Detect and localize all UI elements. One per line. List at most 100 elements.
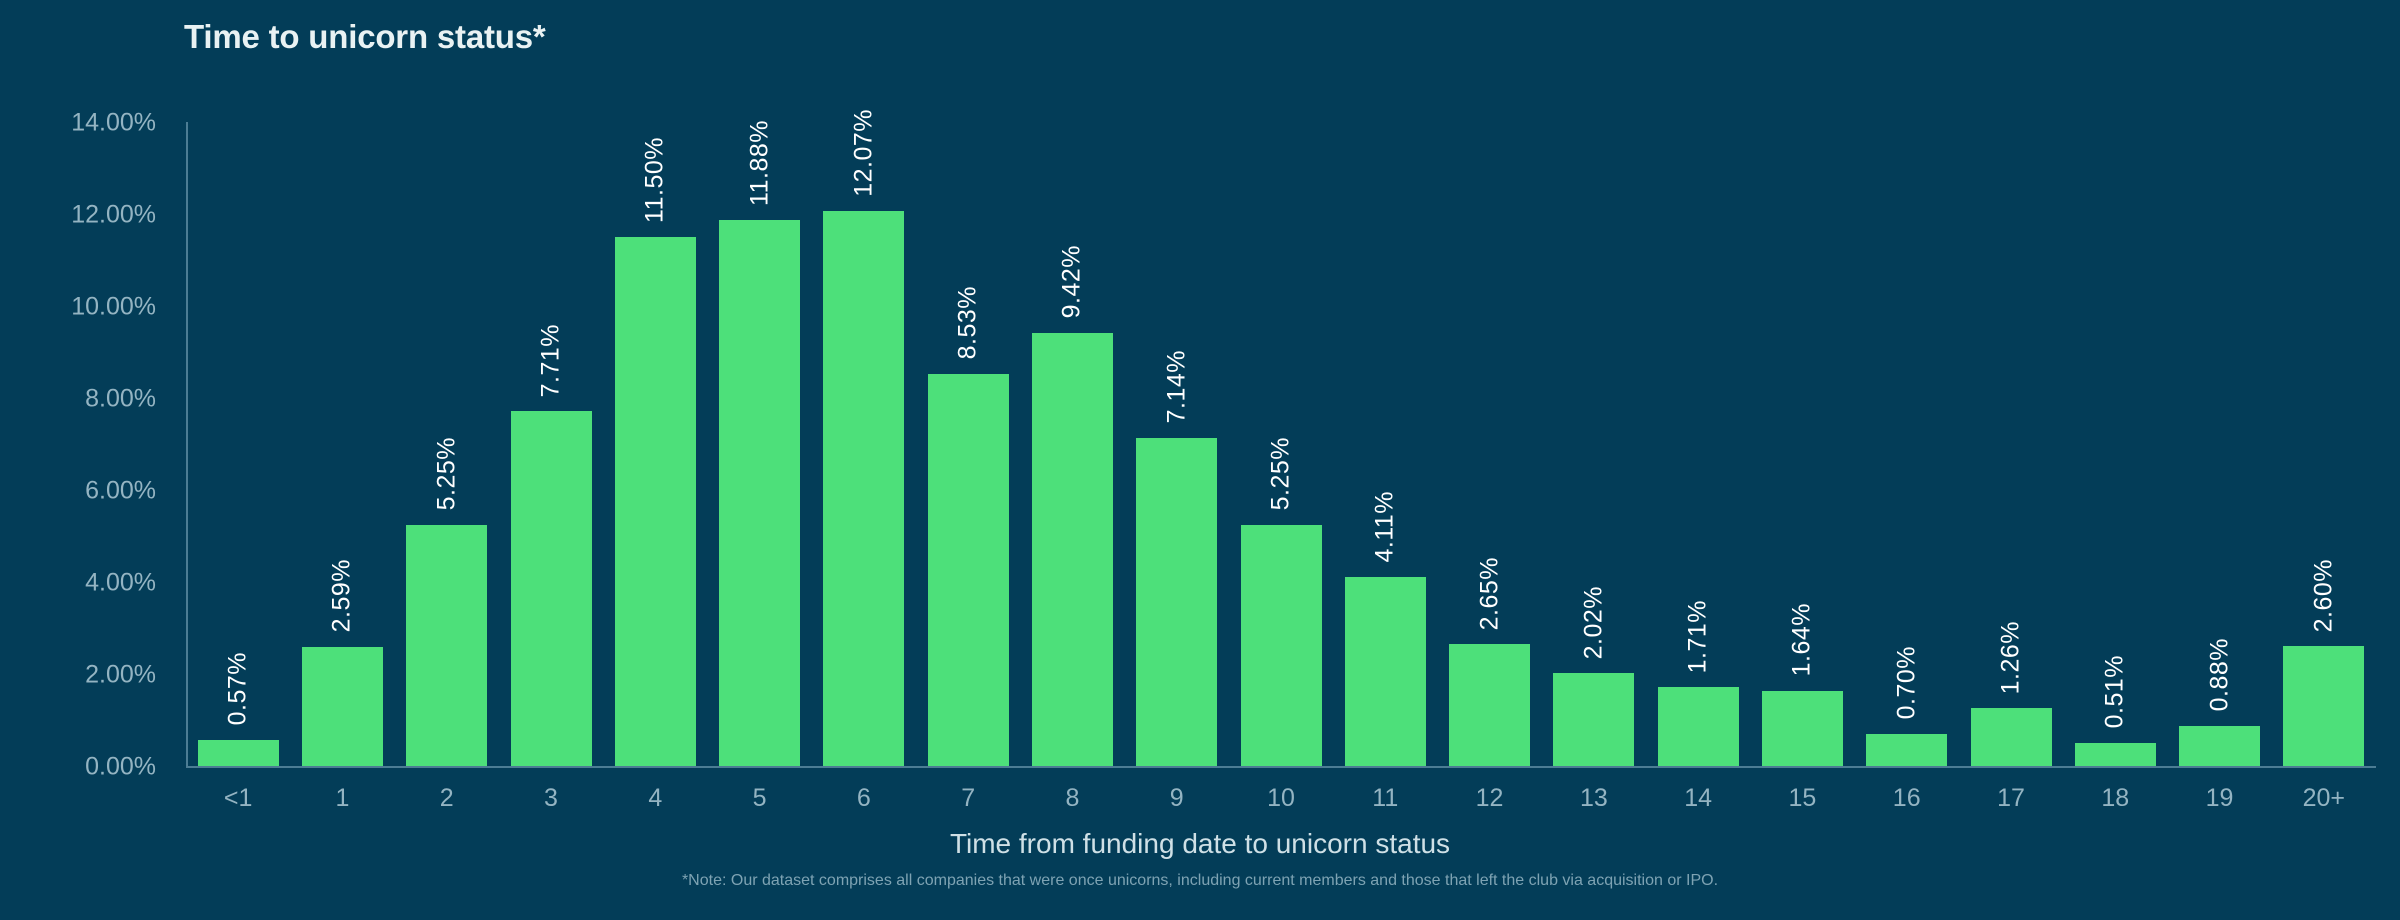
bar-value-label: 2.65%: [1475, 556, 1504, 631]
bar[interactable]: [1449, 644, 1531, 766]
y-axis-tick-label: 10.00%: [71, 292, 156, 321]
bar-group: 0.70%: [1866, 122, 1948, 766]
bar-group: 11.88%: [719, 119, 801, 766]
bar-value-label: 1.26%: [1996, 620, 2025, 695]
bar[interactable]: [1553, 673, 1635, 766]
x-axis-tick-label: 17: [1997, 784, 2025, 812]
bar-group: 1.26%: [1970, 122, 2052, 766]
bar-group: 2.02%: [1553, 122, 1635, 766]
x-axis-tick-label: <1: [223, 784, 253, 812]
bar-group: 1.64%: [1761, 122, 1843, 766]
x-axis-tick-label: 4: [648, 784, 663, 812]
bar[interactable]: [1240, 524, 1322, 766]
footnote: *Note: Our dataset comprises all compani…: [681, 872, 1719, 889]
bar-group: 2.59%: [301, 122, 383, 766]
bar-value-label: 9.42%: [1057, 245, 1086, 319]
bar[interactable]: [510, 411, 592, 766]
x-axis-tick-label: 3: [544, 784, 558, 812]
bar-value-label: 5.25%: [1266, 437, 1295, 511]
plot-area: 0.57% 2.59% 5.25% 7.71% 11.50% 11.88% 12.07% 8.…: [186, 109, 2376, 766]
bar-group: 0.51%: [2074, 122, 2156, 766]
x-axis-tick-label: 13: [1579, 784, 1608, 812]
bar[interactable]: [1344, 576, 1426, 766]
y-axis-line: [186, 122, 188, 767]
bar[interactable]: [1657, 687, 1739, 766]
bar-value-label: 7.14%: [1162, 350, 1191, 424]
bar[interactable]: [2283, 646, 2365, 766]
bar[interactable]: [197, 739, 279, 766]
x-axis-tick-label: 2: [439, 784, 454, 812]
x-axis-line: [186, 766, 2376, 768]
x-axis-tick-label: 12: [1475, 784, 1504, 812]
bar-group: 1.71%: [1657, 122, 1739, 766]
x-axis-tick-label: 15: [1788, 784, 1817, 812]
bar[interactable]: [1866, 733, 1948, 766]
bar[interactable]: [1136, 437, 1218, 766]
bar-value-label: 2.60%: [2309, 559, 2338, 633]
bar[interactable]: [614, 237, 696, 766]
x-axis-tick-label: 6: [856, 784, 871, 812]
bar-group: 5.25%: [406, 122, 488, 766]
bar-group: 9.42%: [1031, 122, 1113, 766]
x-axis-tick-label: 18: [2101, 784, 2130, 812]
bar[interactable]: [2074, 742, 2156, 766]
x-axis-tick-label: 10: [1267, 784, 1295, 812]
x-axis-tick-label: 7: [961, 784, 976, 812]
bar-group: 11.50%: [614, 122, 696, 766]
bar[interactable]: [1970, 708, 2052, 766]
bar-group: 8.53%: [927, 122, 1009, 766]
bar-group: 12.07%: [823, 109, 905, 766]
x-axis-tick-label: 16: [1892, 784, 1921, 812]
bar-group: 0.88%: [2179, 122, 2261, 766]
bar-group: 2.65%: [1449, 122, 1531, 766]
bar-value-label: 0.51%: [2100, 655, 2129, 729]
y-axis-tick-label: 14.00%: [71, 108, 156, 137]
bar[interactable]: [2179, 725, 2261, 766]
bar-value-label: 0.57%: [223, 652, 252, 726]
bar[interactable]: [823, 210, 905, 766]
x-axis-tick-label: 14: [1684, 784, 1713, 812]
y-axis-tick-label: 6.00%: [85, 476, 156, 505]
x-axis-title: Time from funding date to unicorn status: [949, 828, 1451, 859]
page-title: Time to unicorn status*: [184, 18, 546, 55]
bar-value-label: 2.02%: [1579, 585, 1608, 660]
bar-value-label: 8.53%: [953, 286, 982, 360]
bar-value-label: 1.64%: [1787, 603, 1816, 677]
bar-value-label: 11.88%: [745, 119, 774, 206]
bar-value-label: 2.59%: [327, 559, 356, 633]
y-axis-tick-label: 0.00%: [85, 752, 156, 781]
x-axis-tick-label: 1: [335, 784, 350, 812]
bar[interactable]: [301, 646, 383, 766]
bar-value-label: 7.71%: [536, 323, 565, 398]
bar-value-label: 0.88%: [2205, 638, 2234, 712]
bar-value-label: 11.50%: [640, 137, 669, 223]
x-axis-tick-label: 8: [1065, 784, 1080, 812]
y-axis-tick-label: 4.00%: [85, 568, 156, 597]
y-axis-tick-labels: 14.00% 12.00% 10.00% 8.00% 6.00% 4.00% 2.00% 0.…: [26, 0, 156, 920]
bar[interactable]: [719, 219, 801, 766]
bar[interactable]: [406, 524, 488, 766]
bar-value-label: 0.70%: [1892, 646, 1921, 720]
bar-value-label: 4.11%: [1370, 491, 1399, 563]
bar-group: 7.14%: [1136, 122, 1218, 766]
bar-group: 4.11%: [1344, 122, 1426, 766]
y-axis-tick-label: 8.00%: [85, 384, 156, 413]
bar-group: 7.71%: [510, 122, 592, 766]
bar[interactable]: [1761, 690, 1843, 766]
bar-group: 2.60%: [2283, 122, 2365, 766]
x-axis-tick-label: 19: [2205, 784, 2234, 812]
x-axis-tick-label: 9: [1169, 784, 1184, 812]
x-axis-tick-label: 11: [1372, 784, 1399, 812]
bar-value-label: 5.25%: [432, 437, 461, 511]
bar-group: 5.25%: [1240, 122, 1322, 766]
bar-value-label: 1.71%: [1683, 599, 1712, 674]
x-axis-tick-label: 20+: [2302, 784, 2346, 812]
y-axis-tick-label: 12.00%: [71, 200, 156, 229]
bar[interactable]: [1031, 332, 1113, 766]
y-axis-tick-label: 2.00%: [85, 660, 156, 689]
x-axis-tick-label: 5: [752, 784, 767, 812]
bar-group: 0.57%: [197, 122, 279, 766]
bar[interactable]: [927, 373, 1009, 766]
bar-value-label: 12.07%: [849, 108, 878, 197]
